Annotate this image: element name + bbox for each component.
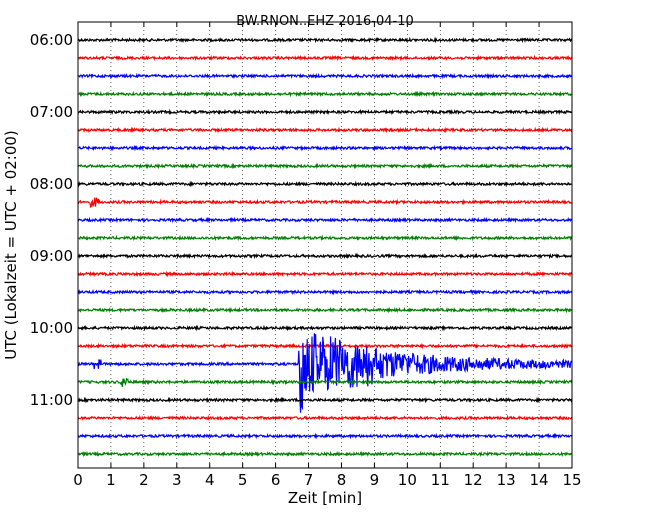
trace-0700 [77, 108, 573, 116]
y-tick-label: 09:00 [30, 247, 73, 265]
y-tick-label: 10:00 [30, 319, 73, 337]
x-tick-label: 14 [530, 471, 549, 489]
axis-ticks: 0 1 2 3 4 5 6 7 8 9 10 11 12 13 14 1506:0007:0008:0009:… [30, 22, 582, 489]
x-tick-label: 0 [73, 471, 83, 489]
trace-0730 [77, 144, 572, 152]
trace-0830 [77, 216, 573, 224]
trace-0745 [77, 162, 573, 170]
trace-0915 [78, 270, 573, 278]
trace-1030 [77, 333, 573, 413]
x-tick-label: 1 [106, 471, 116, 489]
x-axis-label: Zeit [min] [288, 489, 362, 507]
x-tick-label: 2 [139, 471, 149, 489]
x-tick-label: 9 [370, 471, 380, 489]
trace-1130 [77, 432, 573, 440]
x-tick-label: 3 [172, 471, 182, 489]
trace-1145 [77, 450, 572, 458]
trace-1115 [77, 414, 573, 422]
x-tick-label: 8 [337, 471, 347, 489]
x-tick-label: 10 [398, 471, 417, 489]
trace-0845 [78, 234, 572, 242]
y-tick-label: 11:00 [30, 391, 73, 409]
trace-0900 [77, 252, 573, 260]
y-axis-label: UTC (Lokalzeit = UTC + 02:00) [2, 130, 20, 360]
y-tick-label: 08:00 [30, 175, 73, 193]
x-tick-label: 5 [238, 471, 248, 489]
x-tick-label: 15 [562, 471, 581, 489]
trace-0600 [77, 36, 573, 44]
trace-0800 [77, 180, 572, 188]
trace-0615 [77, 54, 573, 62]
trace-1045 [77, 377, 573, 387]
trace-group [77, 36, 573, 458]
trace-1100 [77, 396, 573, 404]
y-tick-label: 06:00 [30, 31, 73, 49]
trace-0645 [77, 90, 573, 98]
trace-1015 [77, 342, 573, 350]
x-tick-label: 12 [464, 471, 483, 489]
plot-frame [77, 21, 573, 469]
x-tick-label: 13 [497, 471, 516, 489]
trace-0945 [77, 306, 573, 314]
x-tick-label: 7 [304, 471, 314, 489]
trace-1000 [77, 324, 573, 332]
y-tick-label: 07:00 [30, 103, 73, 121]
trace-0930 [77, 288, 573, 296]
x-tick-label: 4 [205, 471, 215, 489]
x-tick-label: 6 [271, 471, 281, 489]
trace-0715 [77, 126, 573, 134]
x-tick-label: 11 [431, 471, 450, 489]
trace-0630 [77, 72, 573, 80]
trace-0815 [77, 197, 572, 209]
